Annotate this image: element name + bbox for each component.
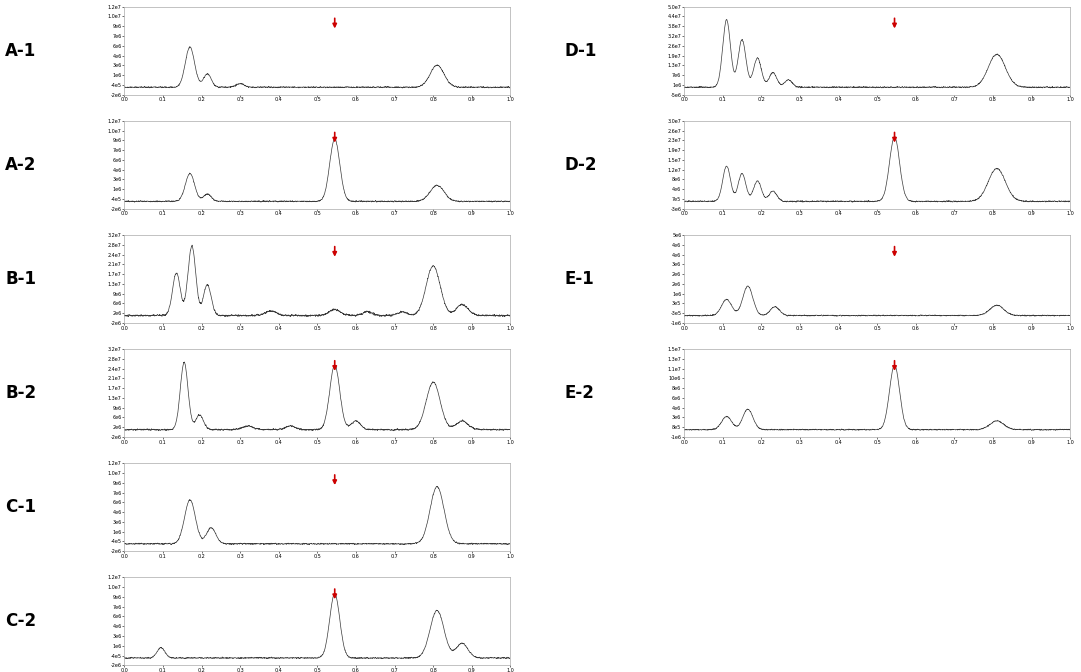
Text: A-2: A-2 xyxy=(5,156,37,174)
Text: B-1: B-1 xyxy=(5,270,37,288)
Text: D-2: D-2 xyxy=(564,156,597,174)
Text: C-1: C-1 xyxy=(5,498,37,516)
Text: B-2: B-2 xyxy=(5,384,37,402)
Text: C-2: C-2 xyxy=(5,612,37,630)
Text: A-1: A-1 xyxy=(5,42,37,60)
Text: E-2: E-2 xyxy=(564,384,595,402)
Text: E-1: E-1 xyxy=(564,270,595,288)
Text: D-1: D-1 xyxy=(564,42,597,60)
